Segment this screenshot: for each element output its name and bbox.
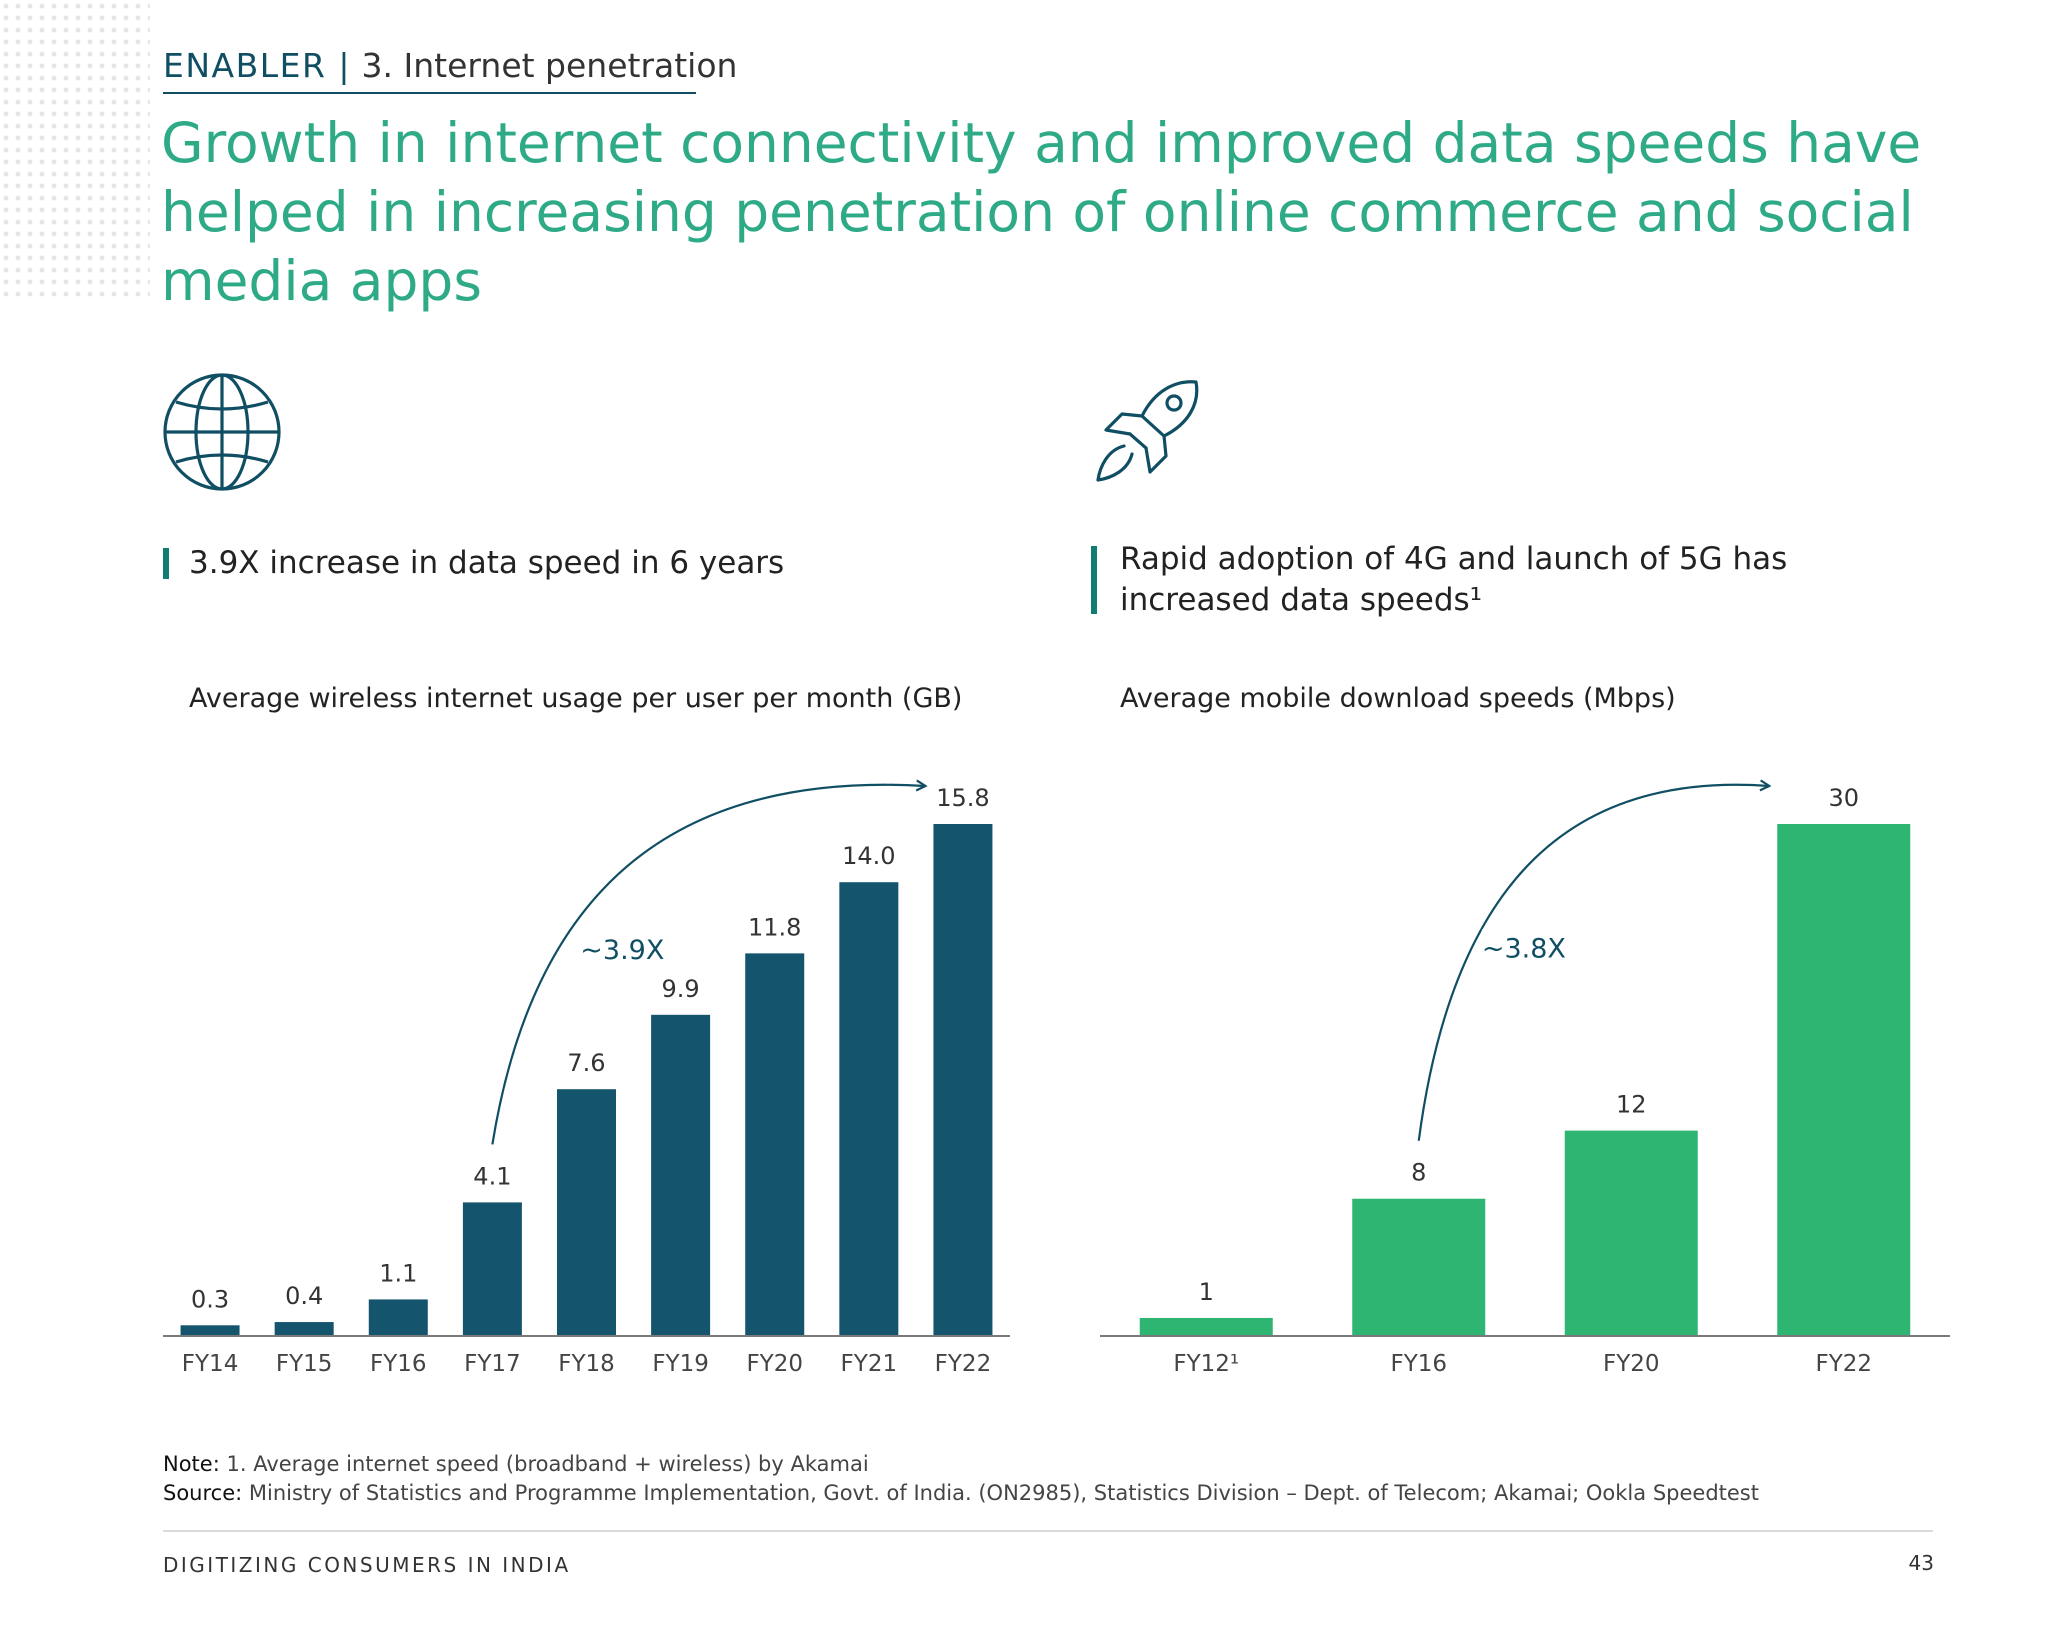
growth-annotation: ~3.9X [580,935,664,966]
growth-annotation-bg [1481,929,1566,966]
x-tick-label: FY12¹ [1173,1351,1239,1377]
bar-usage-FY20 [745,953,805,1335]
bar-usage-FY22 [933,824,993,1335]
x-tick-label: FY19 [652,1351,709,1377]
header-divider: | [338,46,350,85]
decorative-dot-pattern [0,0,150,300]
bar-value-label: 9.9 [662,975,700,1003]
x-tick-label: FY16 [370,1351,427,1377]
bar-value-label: 11.8 [748,913,801,941]
key-point-left: 3.9X increase in data speed in 6 years [189,545,785,581]
key-point-marker-left [163,548,169,579]
bar-usage-FY14 [180,1325,240,1335]
footer-divider [163,1530,1933,1532]
growth-annotation-bg [580,931,665,968]
page-number: 43 [1908,1551,1934,1575]
bar-usage-FY18 [557,1089,616,1335]
chart-title-usage: Average wireless internet usage per user… [189,683,963,714]
note-line: Note: 1. Average internet speed (broadba… [163,1450,1759,1479]
bar-value-label: 14.0 [842,842,895,870]
bar-value-label: 30 [1828,784,1859,812]
bar-value-label: 0.4 [285,1282,323,1310]
source-label: Source: [163,1481,243,1505]
section-subtitle: 3. Internet penetration [361,46,738,85]
bar-usage-FY15 [274,1322,334,1335]
growth-arrow [1417,785,1770,1141]
bar-speed-FY16 [1352,1198,1486,1335]
x-tick-label: FY20 [746,1351,803,1377]
bar-value-label: 7.6 [567,1049,605,1077]
bar-usage-FY21 [839,882,899,1335]
bar-value-label: 8 [1411,1159,1426,1187]
x-tick-label: FY21 [841,1351,898,1377]
bar-value-label: 1.1 [379,1259,417,1287]
bar-value-label: 15.8 [936,784,989,812]
header-underline [163,92,696,94]
bar-value-label: 0.3 [191,1285,229,1313]
note-label: Note: [163,1452,220,1476]
key-point-marker-right [1091,546,1097,614]
bar-speed-FY22 [1777,824,1911,1335]
x-tick-label: FY16 [1390,1351,1447,1377]
bar-value-label: 4.1 [473,1162,511,1190]
bar-speed-FY20 [1564,1130,1698,1335]
x-tick-label: FY22 [1815,1351,1872,1377]
x-tick-label: FY18 [558,1351,615,1377]
rocket-icon [1096,380,1199,482]
bar-value-label: 1 [1199,1278,1214,1306]
bar-speed-FY12 [1139,1317,1273,1335]
x-tick-label: FY15 [276,1351,333,1377]
section-label: ENABLER [163,46,327,85]
bar-usage-FY17 [462,1202,522,1335]
key-point-right: Rapid adoption of 4G and launch of 5G ha… [1120,541,1788,618]
footer-title: DIGITIZING CONSUMERS IN INDIA [163,1553,571,1577]
bar-usage-FY16 [368,1299,428,1335]
footnotes: Note: 1. Average internet speed (broadba… [163,1450,1759,1508]
growth-arrow [491,785,925,1145]
source-text: Ministry of Statistics and Programme Imp… [248,1481,1759,1505]
section-header: ENABLER | 3. Internet penetration [163,46,737,85]
x-tick-label: FY20 [1603,1351,1660,1377]
page-title: Growth in internet connectivity and impr… [161,111,1922,313]
x-tick-label: FY17 [464,1351,521,1377]
bar-usage-FY19 [651,1014,711,1335]
globe-icon [163,373,281,491]
x-tick-label: FY22 [935,1351,992,1377]
bar-value-label: 12 [1616,1091,1647,1119]
x-tick-label: FY14 [182,1351,239,1377]
source-line: Source: Ministry of Statistics and Progr… [163,1479,1759,1508]
growth-annotation: ~3.8X [1482,933,1566,964]
note-text: 1. Average internet speed (broadband + w… [226,1452,869,1476]
chart-title-speed: Average mobile download speeds (Mbps) [1120,683,1676,714]
